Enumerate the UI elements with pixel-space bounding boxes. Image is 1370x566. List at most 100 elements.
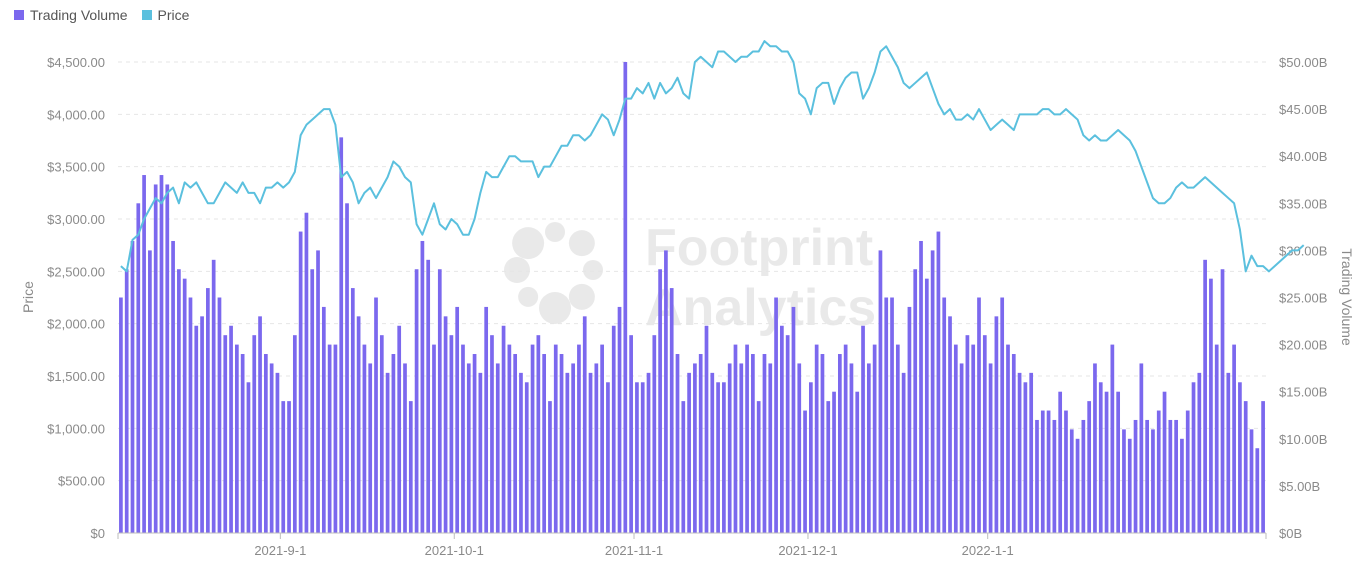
watermark-logo-dot (518, 286, 539, 307)
volume-bar (774, 297, 778, 533)
y-left-tick-label: $3,500.00 (47, 160, 105, 175)
volume-bar (287, 401, 291, 533)
volume-bar (884, 297, 889, 533)
volume-bar (681, 401, 686, 533)
volume-bar (159, 175, 164, 534)
volume-bar (188, 297, 193, 533)
volume-bar (1156, 410, 1161, 533)
volume-bar (1040, 410, 1045, 533)
watermark-logo-dot (539, 292, 571, 324)
volume-bar (704, 325, 709, 533)
y-left-axis-title: Price (20, 281, 36, 313)
volume-bar (240, 354, 245, 533)
y-right-tick-label: $35.00B (1279, 196, 1327, 211)
volume-bar (559, 354, 564, 533)
volume-bar (606, 382, 610, 533)
watermark-logo-dot (504, 257, 530, 283)
volume-bar (321, 306, 326, 533)
volume-bar (495, 363, 500, 533)
volume-bar (281, 401, 286, 533)
volume-bar (1133, 419, 1138, 533)
volume-bar (861, 325, 865, 533)
volume-bar (565, 372, 570, 533)
volume-bar (1209, 278, 1213, 533)
volume-bar (965, 335, 970, 533)
volume-bar (924, 278, 929, 533)
volume-bar (1029, 372, 1034, 533)
volume-bar (1075, 438, 1080, 533)
volume-bar (1000, 297, 1005, 533)
y-left-tick-label: $4,500.00 (47, 55, 105, 70)
volume-bar (119, 297, 123, 533)
volume-bar (379, 335, 384, 533)
volume-bar (519, 372, 523, 533)
volume-bar (472, 354, 477, 533)
volume-bar (345, 203, 349, 534)
volume-bar (675, 354, 680, 533)
volume-bar (206, 288, 210, 533)
volume-bar (217, 297, 222, 533)
volume-bar (548, 401, 552, 533)
volume-bar (1243, 401, 1248, 533)
x-tick-label: 2021-12-1 (778, 543, 837, 558)
watermark-text: Analytics (645, 279, 876, 337)
legend-item-price[interactable]: Price (141, 7, 189, 23)
volume-bar (524, 382, 529, 533)
volume-bar (1023, 382, 1028, 533)
volume-bar (594, 363, 599, 533)
volume-bar (1151, 429, 1155, 533)
volume-bar (600, 344, 604, 533)
y-left-tick-label: $4,000.00 (47, 107, 105, 122)
volume-bar (182, 278, 187, 533)
volume-bar (658, 269, 662, 533)
volume-bar (762, 354, 767, 533)
legend-item-trading-volume[interactable]: Trading Volume (14, 7, 128, 23)
volume-bar (275, 372, 280, 533)
volume-bar (1087, 401, 1092, 533)
volume-bar (1255, 448, 1260, 533)
y-left-tick-label: $500.00 (58, 474, 105, 489)
price-line (120, 40, 1305, 273)
volume-bar (1011, 354, 1016, 533)
volume-bar (536, 335, 541, 533)
volume-bar (153, 184, 158, 533)
volume-bar (362, 344, 367, 533)
volume-bar (843, 344, 848, 533)
volume-bar (710, 372, 715, 533)
volume-bar (977, 297, 981, 533)
volume-bar (611, 325, 616, 533)
y-right-tick-label: $5.00B (1279, 479, 1320, 494)
volume-bar (1220, 269, 1225, 533)
volume-bar (994, 316, 999, 533)
volume-bar (1104, 391, 1109, 533)
volume-bar (739, 363, 744, 533)
volume-bar (866, 363, 871, 533)
volume-bar (449, 335, 454, 533)
y-right-tick-label: $15.00B (1279, 385, 1327, 400)
volume-bar (304, 212, 309, 533)
x-tick-label: 2021-10-1 (425, 543, 484, 558)
volume-bar (930, 250, 935, 533)
volume-bar (1145, 419, 1149, 533)
x-tick-label: 2021-11-1 (605, 543, 663, 558)
volume-bar (669, 288, 674, 533)
y-right-tick-label: $20.00B (1279, 338, 1327, 353)
volume-bar (664, 250, 668, 533)
volume-bar (1185, 410, 1190, 533)
watermark-logo-dot (568, 283, 595, 310)
volume-bar (194, 325, 199, 533)
volume-bar (408, 401, 413, 533)
volume-bar (1127, 438, 1132, 533)
volume-bar (258, 316, 262, 533)
volume-bar (1046, 410, 1051, 533)
volume-bar (901, 372, 906, 533)
volume-bar (1052, 419, 1057, 533)
volume-bar (327, 344, 332, 533)
volume-bar (263, 354, 268, 533)
volume-bar (298, 231, 303, 533)
volume-bar (1116, 391, 1121, 533)
volume-bar (1191, 382, 1196, 533)
volume-bar (403, 363, 407, 533)
